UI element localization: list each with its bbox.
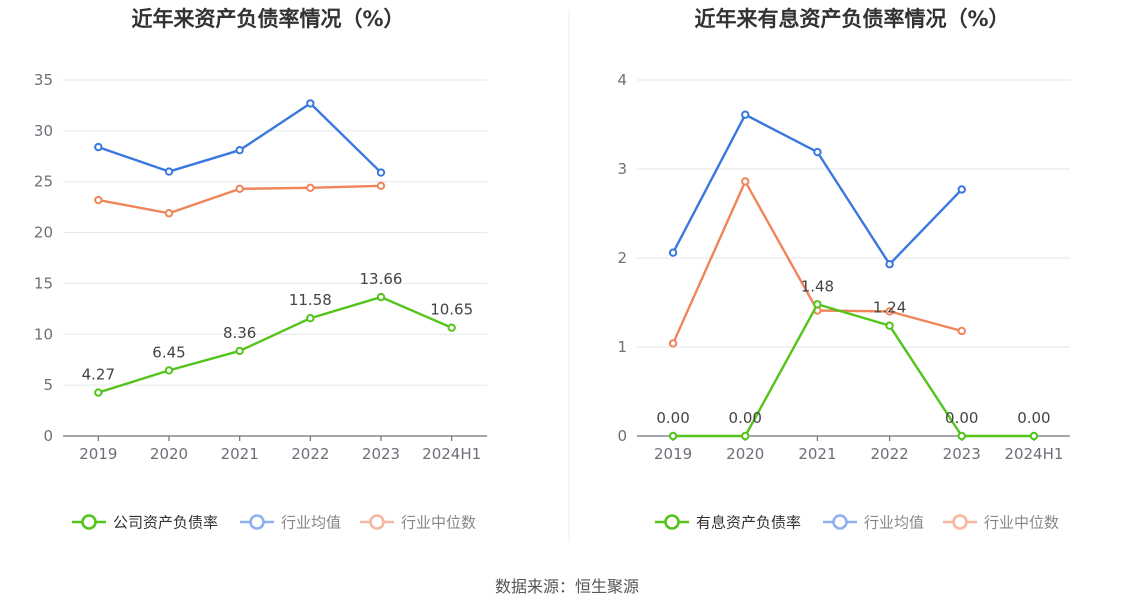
data-label: 0.00 (656, 409, 689, 427)
legend-marker (81, 514, 97, 530)
data-point[interactable] (957, 326, 966, 336)
legend-marker (249, 514, 265, 530)
data-point[interactable] (957, 185, 966, 194)
data-label: 1.24 (873, 299, 906, 317)
data-point[interactable] (447, 323, 456, 332)
data-point[interactable] (94, 388, 103, 397)
y-tick-label: 30 (34, 122, 53, 140)
data-label: 0.00 (945, 409, 978, 427)
legend-label: 公司资产负债率 (113, 514, 218, 532)
y-tick-label: 1 (617, 338, 627, 356)
legend-marker (369, 514, 385, 530)
x-tick-label: 2020 (150, 445, 188, 463)
data-label: 8.36 (223, 324, 256, 342)
legend-marker (664, 514, 680, 530)
chart-title-2: 近年来有息资产负债率情况（%） (694, 7, 1009, 31)
data-point[interactable] (376, 292, 386, 302)
data-point[interactable] (741, 431, 750, 441)
y-tick-label: 15 (34, 274, 53, 292)
data-point[interactable] (957, 431, 966, 441)
series-line-1 (97, 295, 453, 394)
data-point[interactable] (306, 314, 315, 323)
x-tick-label: 2022 (870, 445, 908, 463)
data-label: 6.45 (152, 343, 185, 361)
x-tick-label: 2023 (362, 445, 400, 463)
data-point[interactable] (235, 184, 244, 194)
data-label: 10.65 (430, 301, 473, 319)
series-line-2 (97, 102, 382, 174)
legend-label: 行业均值 (281, 514, 341, 532)
x-tick-label: 2019 (79, 445, 117, 463)
source-note: 数据来源：恒生聚源 (495, 577, 639, 596)
legend-label: 行业中位数 (984, 514, 1059, 532)
y-tick-label: 35 (34, 71, 53, 89)
data-point[interactable] (741, 110, 750, 119)
y-tick-label: 4 (617, 71, 627, 89)
legend-item-3[interactable]: 行业中位数 (360, 514, 476, 532)
y-tick-label: 10 (34, 325, 53, 343)
chart-title-1: 近年来资产负债率情况（%） (131, 7, 404, 31)
y-tick-label: 25 (34, 173, 53, 191)
data-label: 13.66 (360, 270, 403, 288)
data-point[interactable] (376, 181, 386, 190)
data-point[interactable] (668, 431, 678, 441)
y-tick-label: 20 (34, 224, 53, 242)
data-point[interactable] (813, 147, 822, 157)
legend-item-1[interactable]: 公司资产负债率 (72, 514, 218, 532)
data-point[interactable] (668, 339, 678, 348)
legend-marker (952, 514, 968, 530)
data-point[interactable] (235, 346, 244, 356)
legend-label: 行业均值 (864, 514, 924, 532)
data-label: 4.27 (82, 366, 115, 384)
data-point[interactable] (94, 195, 103, 205)
data-label: 1.48 (801, 277, 834, 295)
legend-item-2[interactable]: 行业均值 (823, 514, 924, 532)
data-point[interactable] (741, 177, 750, 186)
data-label: 0.00 (729, 409, 762, 427)
legend-item-3[interactable]: 行业中位数 (943, 514, 1059, 532)
series-line-3 (671, 180, 963, 344)
x-tick-label: 2024H1 (1004, 445, 1063, 463)
data-point[interactable] (235, 145, 244, 155)
legend-label: 行业中位数 (401, 514, 476, 532)
y-tick-label: 2 (617, 249, 627, 267)
data-point[interactable] (885, 321, 894, 330)
x-tick-label: 2021 (221, 445, 259, 463)
chart-panel-2: 近年来有息资产负债率情况（%） 0 1 2 3 4 2019 2020 2021 2022 2023… (617, 7, 1070, 532)
legend-label: 有息资产负债率 (696, 514, 801, 532)
y-tick-label: 0 (617, 427, 627, 445)
series-line-2 (672, 113, 963, 266)
data-point[interactable] (164, 167, 174, 176)
data-point[interactable] (306, 183, 315, 193)
data-point[interactable] (1029, 431, 1039, 441)
x-tick-label: 2024H1 (422, 445, 481, 463)
chart-panel-1: 近年来资产负债率情况（%） 0 5 10 15 20 25 30 35 2019 2020 2021 2… (34, 7, 487, 532)
data-point[interactable] (164, 209, 174, 218)
x-tick-label: 2019 (654, 445, 692, 463)
y-tick-label: 5 (43, 376, 53, 394)
x-tick-label: 2022 (291, 445, 329, 463)
x-tick-label: 2020 (726, 445, 764, 463)
legend-marker (832, 514, 848, 530)
series-line-1 (673, 303, 1034, 438)
data-point[interactable] (164, 366, 174, 375)
x-tick-label: 2023 (943, 445, 981, 463)
data-label: 11.58 (289, 291, 332, 309)
y-tick-label: 0 (43, 427, 53, 445)
data-point[interactable] (94, 142, 103, 152)
data-label: 0.00 (1017, 409, 1050, 427)
y-tick-label: 3 (617, 160, 627, 178)
legend-item-1[interactable]: 有息资产负债率 (655, 514, 801, 532)
x-tick-label: 2021 (798, 445, 836, 463)
data-point[interactable] (885, 307, 894, 316)
data-point[interactable] (885, 260, 894, 269)
data-point[interactable] (376, 168, 386, 177)
legend-item-2[interactable]: 行业均值 (240, 514, 341, 532)
data-point[interactable] (306, 99, 315, 108)
data-point[interactable] (668, 248, 678, 257)
data-point[interactable] (813, 300, 822, 309)
